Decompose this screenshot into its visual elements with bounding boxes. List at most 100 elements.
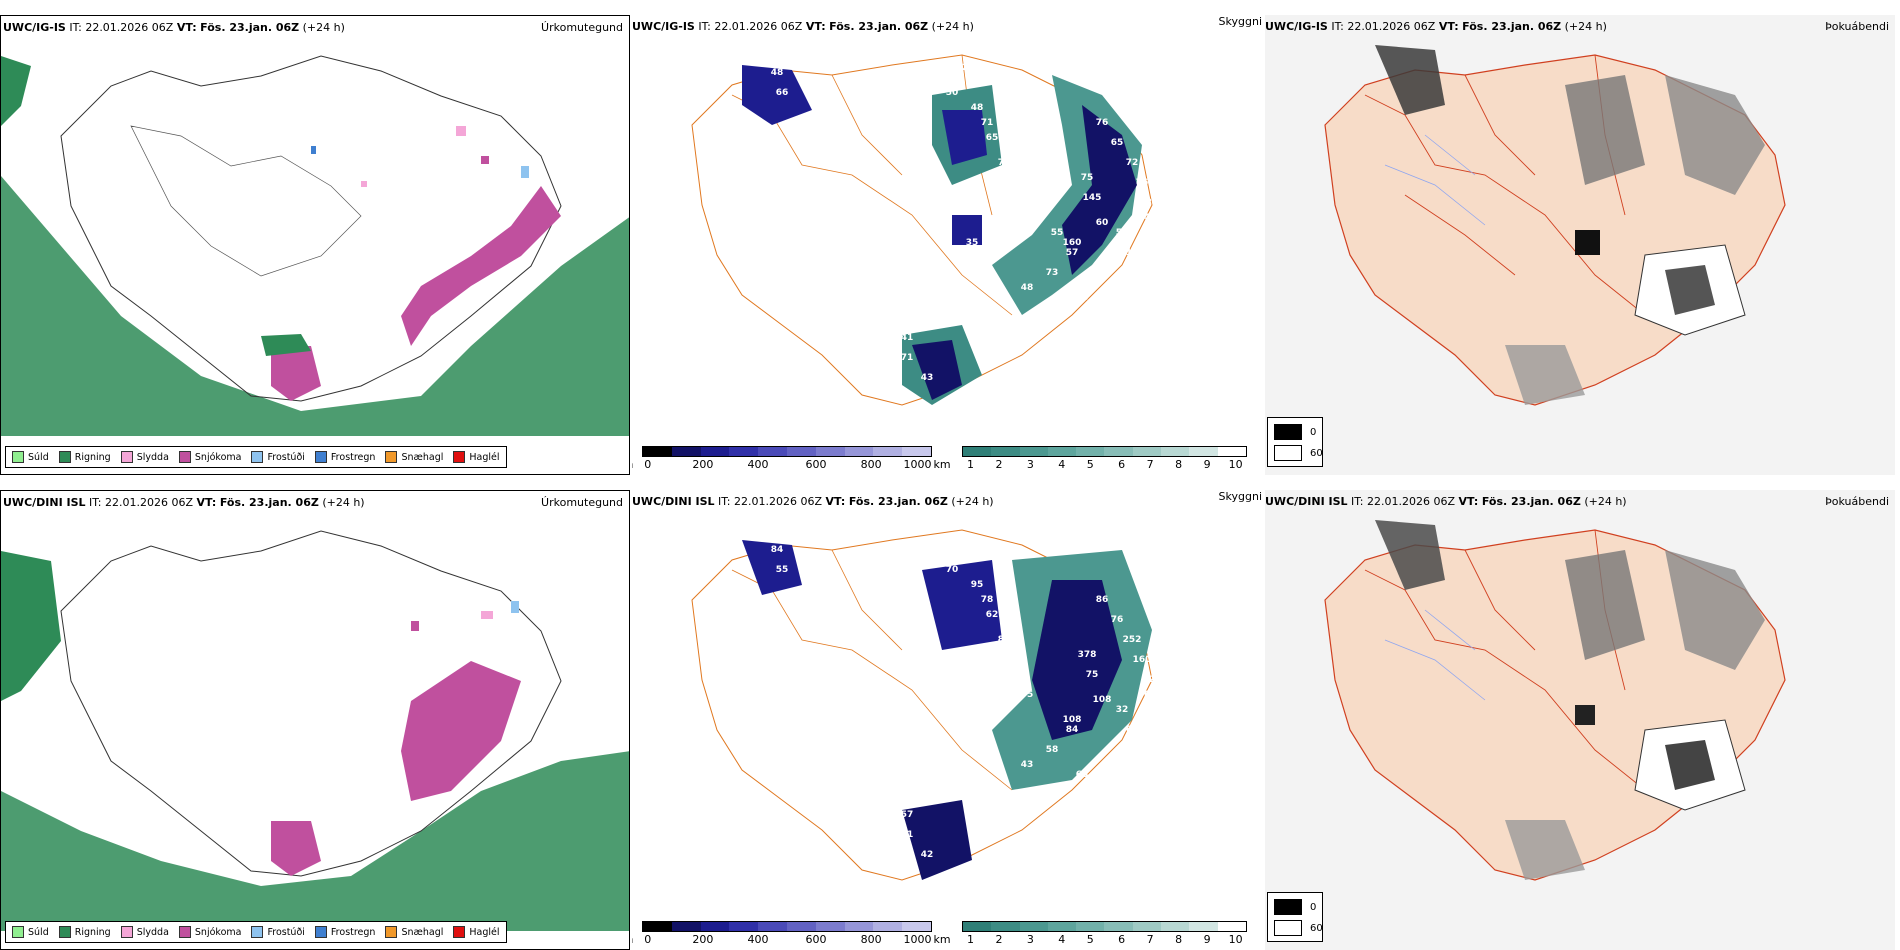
visibility-header-2: UWC/DINI ISL IT: 22.01.2026 06Z VT: Fös.… bbox=[632, 495, 1258, 508]
legend-item: Snæhagl bbox=[385, 926, 443, 938]
legend-label: Rigning bbox=[74, 451, 111, 463]
legend-label: Snjókoma bbox=[194, 926, 242, 938]
tick-label: 5 bbox=[1086, 458, 1094, 471]
tick-label: 0 bbox=[644, 933, 652, 946]
legend-item: Súld bbox=[12, 926, 49, 938]
tick-label: 200 bbox=[692, 458, 714, 471]
init-time: IT: 22.01.2026 06Z bbox=[698, 20, 803, 33]
visibility-map-2: 5784556270957862868676252160129403237875… bbox=[691, 525, 1161, 881]
precip-legend-2: Súld Rigning Slydda Snjókoma Frostúði Fr… bbox=[5, 921, 507, 943]
tick-label: 1000 bbox=[903, 933, 932, 946]
cloud-key-1: 0 60 bbox=[1267, 417, 1323, 467]
visibility-value-label: 48 bbox=[771, 68, 784, 78]
visibility-value-label: 34 bbox=[1146, 198, 1159, 208]
colorbar-km-ticks: km 1 2 3 4 5 6 7 8 9 10 bbox=[933, 457, 1247, 471]
legend-item: Frostregn bbox=[314, 451, 375, 463]
legend-swatch bbox=[120, 451, 133, 463]
tick-label: 10 bbox=[1228, 458, 1243, 471]
colorbar-km bbox=[962, 446, 1247, 457]
visibility-title-1: Skyggni bbox=[1218, 15, 1262, 28]
cloud-header-1: UWC/IG-IS IT: 22.01.2026 06Z VT: Fös. 23… bbox=[1265, 20, 1891, 33]
cloud-title-1: Þokuábendi bbox=[1825, 20, 1889, 33]
tick-label: 5 bbox=[1086, 933, 1094, 946]
legend-label: Slydda bbox=[136, 926, 169, 938]
visibility-value-label: 40 bbox=[931, 775, 944, 785]
visibility-value-label: 252 bbox=[1123, 635, 1142, 645]
visibility-value-label: 71 bbox=[901, 353, 914, 363]
visibility-value-label: 86 bbox=[998, 635, 1011, 645]
legend-swatch bbox=[58, 926, 71, 938]
visibility-value-label: 57 bbox=[1066, 248, 1079, 258]
legend-label: Frostúði bbox=[267, 926, 305, 938]
visibility-value-label: 68 bbox=[1076, 770, 1089, 780]
legend-item: Frostúði bbox=[251, 451, 305, 463]
visibility-value-label: 48 bbox=[1076, 293, 1089, 303]
tick-label: 3 bbox=[1026, 933, 1034, 946]
precip-title-1: Úrkomutegund bbox=[541, 21, 623, 34]
model-name: UWC/IG-IS bbox=[3, 21, 66, 34]
legend-item: Rigning bbox=[58, 926, 111, 938]
colorbar-m-ticks: m 0 200 400 600 800 1000 bbox=[632, 932, 932, 946]
tick-label: 10 bbox=[1228, 933, 1243, 946]
lead-time: (+24 h) bbox=[931, 20, 974, 33]
visibility-value-label: 48 bbox=[971, 103, 984, 113]
cloud-key-row: 60 bbox=[1274, 445, 1323, 461]
visibility-value-label: 68 bbox=[1021, 213, 1034, 223]
visibility-value-label: 76 bbox=[1136, 178, 1149, 188]
valid-time: Fös. 23.jan. 06Z bbox=[1481, 495, 1581, 508]
legend-label: Frostúði bbox=[267, 451, 305, 463]
valid-time: Fös. 23.jan. 06Z bbox=[200, 21, 300, 34]
visibility-value-label: 75 bbox=[1081, 173, 1094, 183]
tick-label: 6 bbox=[1118, 458, 1126, 471]
unit-label: m bbox=[632, 458, 633, 471]
cloud-key-label: 0 bbox=[1310, 901, 1317, 913]
visibility-value-label: 57 bbox=[756, 525, 769, 535]
tick-label: 400 bbox=[747, 933, 769, 946]
visibility-scale-m-2: m 0 200 400 600 800 1000 bbox=[632, 921, 932, 946]
visibility-value-label: 60 bbox=[1096, 218, 1109, 228]
visibility-scale-km-1: km 1 2 3 4 5 6 7 8 9 10 bbox=[933, 446, 1247, 471]
legend-swatch bbox=[385, 451, 398, 463]
cloud-key-label: 60 bbox=[1310, 447, 1323, 459]
legend-item: Snjókoma bbox=[178, 926, 242, 938]
tick-label: 800 bbox=[860, 933, 882, 946]
legend-swatch bbox=[12, 926, 24, 938]
legend-item: Frostregn bbox=[314, 926, 375, 938]
legend-item: Snæhagl bbox=[385, 451, 443, 463]
visibility-value-label: 48 bbox=[1021, 283, 1034, 293]
visibility-value-label: 66 bbox=[776, 88, 789, 98]
tick-label: 600 bbox=[805, 458, 827, 471]
cloud-map-1 bbox=[1265, 15, 1895, 475]
cloud-key-swatch bbox=[1274, 899, 1302, 915]
legend-swatch bbox=[453, 926, 466, 938]
legend-item: Frostúði bbox=[251, 926, 305, 938]
valid-label: VT: bbox=[1458, 495, 1479, 508]
legend-label: Snæhagl bbox=[401, 926, 444, 938]
tick-label: 600 bbox=[805, 933, 827, 946]
visibility-value-label: 108 bbox=[1063, 715, 1082, 725]
valid-label: VT: bbox=[196, 496, 217, 509]
visibility-value-label: 70 bbox=[946, 565, 959, 575]
visibility-value-label: 84 bbox=[1066, 725, 1079, 735]
legend-swatch bbox=[58, 451, 71, 463]
visibility-value-label: 160 bbox=[1133, 655, 1152, 665]
legend-label: Snjókoma bbox=[194, 451, 242, 463]
valid-time: Fös. 23.jan. 06Z bbox=[1462, 20, 1562, 33]
valid-time: Fös. 23.jan. 06Z bbox=[848, 495, 948, 508]
visibility-value-label: 62 bbox=[986, 610, 999, 620]
precip-map-1 bbox=[1, 55, 629, 436]
tick-label: 7 bbox=[1146, 458, 1154, 471]
lead-time: (+24 h) bbox=[302, 21, 345, 34]
visibility-value-label: 75 bbox=[1086, 670, 1099, 680]
legend-item: Haglél bbox=[453, 926, 500, 938]
visibility-value-label: 76 bbox=[1096, 118, 1109, 128]
tick-label: 7 bbox=[1146, 933, 1154, 946]
cloud-key-row: 0 bbox=[1274, 424, 1316, 440]
init-time: IT: 22.01.2026 06Z bbox=[69, 21, 174, 34]
cloud-key-label: 0 bbox=[1310, 426, 1317, 438]
visibility-value-label: 65 bbox=[986, 133, 999, 143]
visibility-value-label: 35 bbox=[966, 238, 979, 248]
cloud-map-2 bbox=[1265, 490, 1895, 950]
colorbar-m bbox=[642, 446, 932, 457]
unit-label: m bbox=[632, 933, 633, 946]
